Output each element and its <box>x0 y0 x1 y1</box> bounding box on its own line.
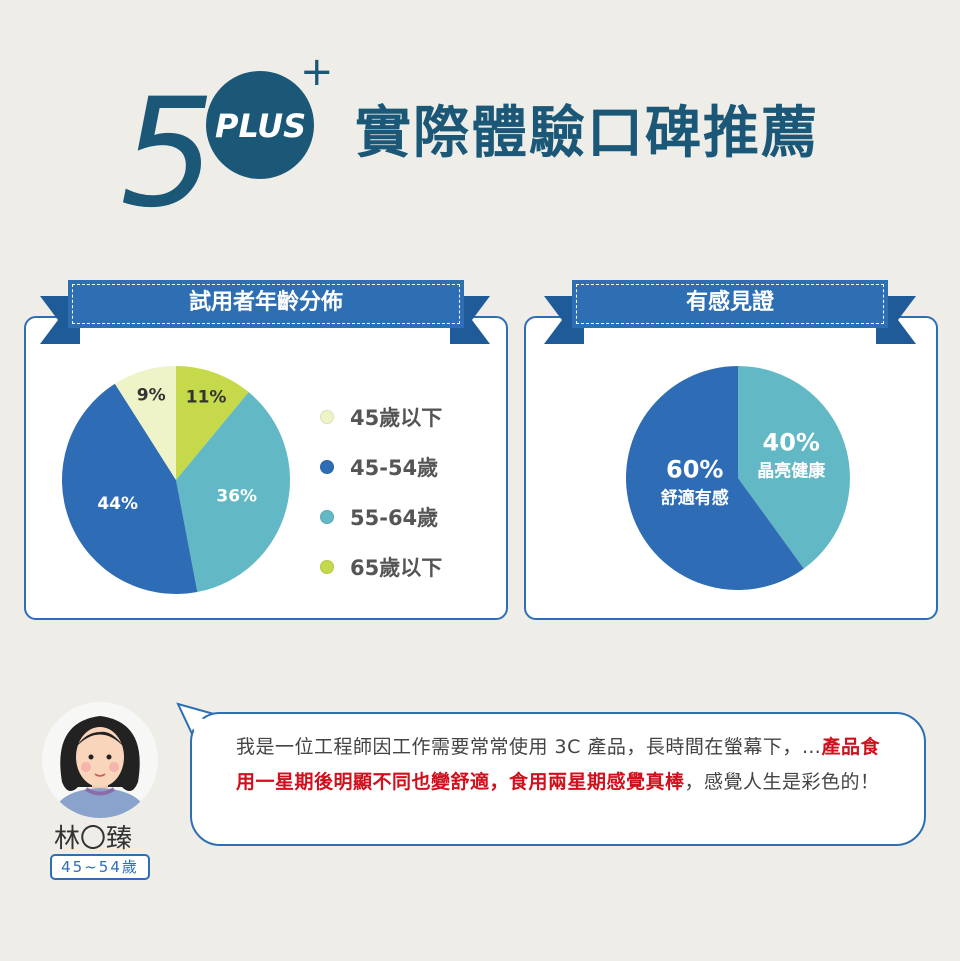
pie-slice-1 <box>626 366 804 590</box>
age-pie-chart: 11% 36% 44% 9% <box>61 366 290 594</box>
effect-pie-chart: 40% 晶亮健康 60% 舒適有感 <box>626 366 851 590</box>
pie-slice-2 <box>61 383 198 594</box>
reviewer-age-badge: 45~54歲 <box>50 854 150 880</box>
quote-text: 我是一位工程師因工作需要常常使用 3C 產品，長時間在螢幕下，… <box>236 736 822 758</box>
legend-label: 65歲以下 <box>350 556 443 580</box>
pie-data-label: 36% <box>216 487 257 507</box>
legend-dot-icon <box>320 510 334 524</box>
pie-data-label: 9% <box>137 386 166 406</box>
woman-avatar-icon <box>52 716 148 818</box>
svg-text:+: + <box>300 55 334 95</box>
50-plus-logo: 5 PLUS + <box>120 55 334 225</box>
quote-highlight: 產品食用一星期後明顯不同也變舒適，食用兩星期感覺真棒 <box>236 736 880 793</box>
pie-data-label: 60% <box>666 455 723 483</box>
avatar <box>42 702 158 818</box>
pie-slice-1 <box>176 392 290 592</box>
chart-title: 試用者年齡分佈 <box>188 290 343 315</box>
bubble-tail-cover <box>186 714 222 742</box>
legend-item: 65歲以下 <box>320 542 442 592</box>
legend-dot-icon <box>320 410 334 424</box>
legend-item: 45歲以下 <box>320 392 442 442</box>
legend-dot-icon <box>320 460 334 474</box>
legend-label: 45歲以下 <box>350 406 443 430</box>
pie-category-label: 舒適有感 <box>661 487 729 508</box>
age-distribution-banner: 試用者年齡分佈 <box>68 280 464 328</box>
pie-slice-3 <box>114 366 176 480</box>
legend-item: 55-64歲 <box>320 492 442 542</box>
pie-data-label: 44% <box>97 494 138 514</box>
pie-slice-0 <box>738 366 851 569</box>
quote-text: ，感覺人生是彩色的！ <box>684 771 880 793</box>
age-legend: 45歲以下 45-54歲 55-64歲 65歲以下 <box>320 392 442 592</box>
legend-item: 45-54歲 <box>320 442 442 492</box>
legend-label: 45-54歲 <box>350 456 439 480</box>
legend-dot-icon <box>320 560 334 574</box>
pie-slice-0 <box>176 366 249 480</box>
pie-data-label: 40% <box>763 429 820 457</box>
testimonial-stats-banner: 有感見證 <box>572 280 888 328</box>
pie-data-label: 11% <box>186 387 227 407</box>
chart-title: 有感見證 <box>685 290 774 315</box>
pie-category-label: 晶亮健康 <box>757 461 826 482</box>
svg-text:5: 5 <box>120 67 215 225</box>
page-title: 實際體驗口碑推薦 <box>355 101 819 166</box>
svg-text:PLUS: PLUS <box>215 107 306 145</box>
reviewer-name: 林〇臻 <box>54 824 133 854</box>
legend-label: 55-64歲 <box>350 506 439 530</box>
speech-bubble <box>190 712 926 846</box>
testimonial-quote: 我是一位工程師因工作需要常常使用 3C 產品，長時間在螢幕下，…產品食用一星期後… <box>236 730 896 800</box>
